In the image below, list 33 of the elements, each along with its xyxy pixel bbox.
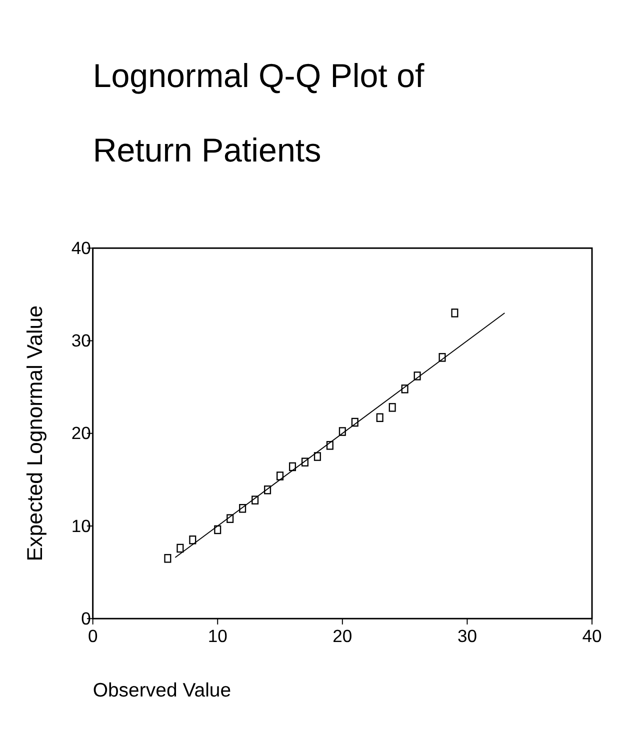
point [176, 544, 184, 553]
x-tick-label: 30 [457, 626, 478, 646]
chart-title: Lognormal Q-Q Plot of Return Patients [92, 58, 426, 170]
point [338, 427, 346, 436]
x-tick-label: 20 [332, 626, 352, 646]
x-tick-label: 40 [582, 626, 602, 646]
point [438, 353, 446, 362]
point [388, 403, 396, 412]
point [314, 452, 321, 461]
point [451, 308, 458, 318]
x-tick-label: 10 [208, 626, 228, 646]
y-tick-label: 20 [71, 423, 92, 444]
point [164, 554, 172, 563]
point [301, 458, 308, 466]
y-axis-title: Expected Lognormal Value [23, 305, 48, 562]
point [239, 504, 246, 513]
y-tick-label: 30 [71, 330, 92, 351]
point [276, 472, 284, 480]
point [326, 441, 334, 450]
point [414, 372, 421, 380]
point [252, 496, 259, 504]
point [264, 485, 272, 494]
point [351, 418, 358, 427]
point [376, 413, 384, 422]
point [226, 514, 234, 523]
point [401, 384, 408, 394]
point [288, 462, 296, 472]
point [189, 536, 196, 544]
y-tick-label: 40 [71, 238, 92, 258]
point [214, 525, 222, 534]
x-axis-title: Observed Value [92, 680, 232, 702]
y-tick-label: 0 [81, 608, 92, 628]
y-tick-label: 10 [71, 516, 92, 536]
